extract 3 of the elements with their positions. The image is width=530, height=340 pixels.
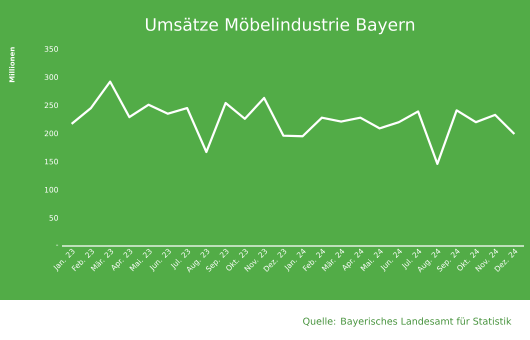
line-series	[70, 80, 516, 165]
chart-title: Umsätze Möbelindustrie Bayern	[146, 18, 414, 34]
source-note: Quelle: Bayerisches Landesamt für Statistik	[303, 317, 512, 327]
